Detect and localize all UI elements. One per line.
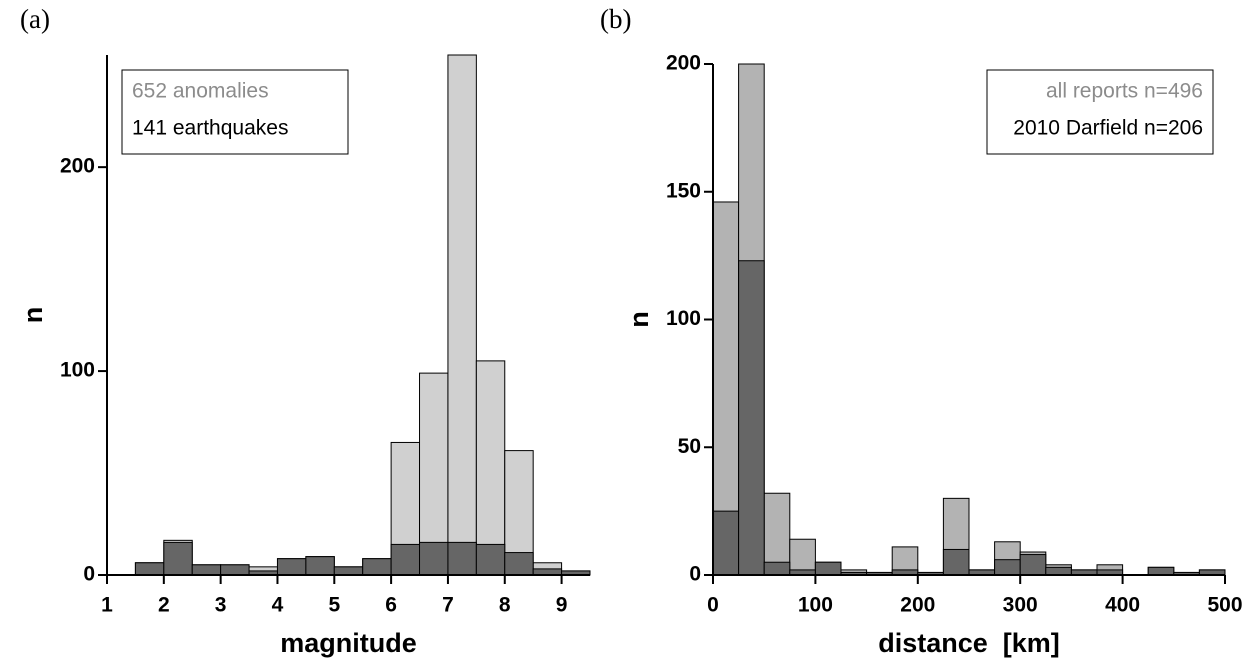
y-tick-label: 50 <box>678 435 701 458</box>
legend-entry: 141 earthquakes <box>132 117 288 140</box>
bar <box>220 564 250 576</box>
x-tick-label: 5 <box>328 594 340 617</box>
legend-entry: 652 anomalies <box>132 80 269 103</box>
y-tick-label: 200 <box>60 155 95 178</box>
bar <box>419 372 449 576</box>
x-tick-label: 4 <box>272 594 284 617</box>
bar <box>447 541 477 576</box>
y-axis-label: n <box>18 307 48 324</box>
y-tick-label: 100 <box>60 359 95 382</box>
bar <box>814 561 842 576</box>
x-tick-label: 3 <box>215 594 227 617</box>
x-tick-label: 400 <box>1105 594 1140 617</box>
bar <box>134 562 165 576</box>
y-tick-label: 100 <box>666 307 701 330</box>
y-tick-label: 150 <box>666 179 701 202</box>
bar <box>475 543 506 576</box>
bar <box>994 559 1021 576</box>
panel-label: (b) <box>600 4 631 34</box>
bar <box>475 360 506 576</box>
bar <box>942 548 970 576</box>
bar <box>1045 566 1072 576</box>
bar <box>276 558 307 576</box>
x-tick-label: 0 <box>707 594 719 617</box>
bar <box>763 561 791 576</box>
x-tick-label: 1 <box>101 594 113 617</box>
legend-entry: all reports n=496 <box>1046 80 1203 103</box>
bar <box>390 543 421 576</box>
bar <box>712 510 740 576</box>
bar <box>447 54 477 576</box>
y-tick-label: 0 <box>83 563 95 586</box>
panel-label: (a) <box>20 4 50 34</box>
bar <box>1147 566 1175 576</box>
y-tick-label: 0 <box>689 563 701 586</box>
x-tick-label: 6 <box>385 594 397 617</box>
bar <box>419 541 449 576</box>
legend-box <box>121 69 349 155</box>
x-axis-label: magnitude <box>280 628 417 658</box>
x-tick-label: 200 <box>900 594 935 617</box>
x-tick-label: 300 <box>1003 594 1038 617</box>
x-tick-label: 100 <box>798 594 833 617</box>
bar <box>305 556 335 576</box>
x-tick-label: 2 <box>158 594 170 617</box>
y-axis-label: n <box>624 311 654 328</box>
x-tick-label: 8 <box>499 594 511 617</box>
bar <box>333 566 364 576</box>
bar <box>1019 554 1047 576</box>
bar <box>191 564 222 576</box>
legend-box <box>986 69 1214 155</box>
bar <box>163 541 193 576</box>
bar <box>738 260 765 576</box>
x-tick-label: 9 <box>556 594 568 617</box>
legend-entry: 2010 Darfield n=206 <box>1013 117 1203 140</box>
bar <box>504 552 534 576</box>
x-axis-label: distance [km] <box>878 628 1060 658</box>
bar <box>362 558 392 576</box>
x-tick-label: 500 <box>1207 594 1242 617</box>
bar <box>789 538 816 576</box>
x-tick-label: 7 <box>442 594 454 617</box>
y-tick-label: 200 <box>666 52 701 75</box>
